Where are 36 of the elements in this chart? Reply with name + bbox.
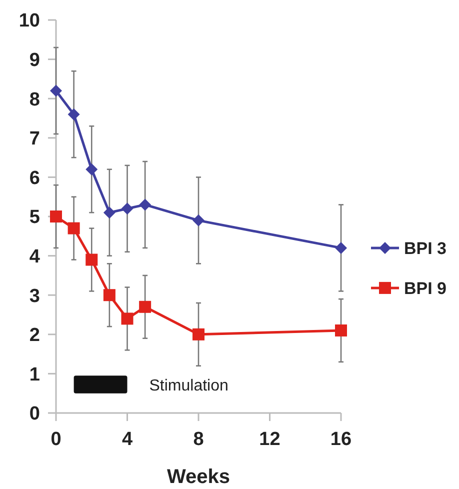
point — [121, 202, 134, 215]
point — [139, 300, 152, 313]
point — [50, 84, 62, 97]
x-tick-label: 16 — [330, 429, 352, 450]
point — [86, 254, 98, 266]
x-tick-label: 8 — [193, 429, 204, 450]
legend-label: BPI 3 — [404, 238, 447, 258]
x-tick-label: 0 — [50, 429, 62, 450]
x-tick-label: 4 — [122, 429, 133, 450]
point — [86, 163, 98, 176]
y-tick-label: 2 — [29, 325, 40, 346]
point — [68, 108, 80, 120]
point — [121, 312, 134, 325]
point — [192, 214, 204, 226]
y-tick-label: 4 — [29, 246, 40, 268]
y-tick-label: 0 — [29, 404, 40, 425]
legend-label: BPI 9 — [404, 278, 447, 298]
y-tick-label: 3 — [29, 286, 40, 307]
band-label: Stimulation — [149, 377, 228, 394]
y-tick-label: 5 — [29, 207, 40, 228]
y-tick-label: 7 — [29, 128, 40, 150]
point — [68, 222, 80, 234]
x-tick-label: 12 — [259, 429, 280, 450]
point — [50, 210, 62, 222]
point — [139, 198, 152, 211]
y-tick-label: 10 — [18, 10, 40, 32]
x-axis-title: Weeks — [166, 466, 230, 488]
point — [192, 328, 204, 340]
point — [335, 324, 347, 336]
point — [103, 206, 116, 219]
point — [103, 289, 116, 302]
y-tick-label: 9 — [29, 50, 40, 71]
y-tick-label: 8 — [29, 89, 40, 110]
y-tick-label: 1 — [29, 364, 40, 386]
y-tick-label: 6 — [29, 168, 40, 189]
point — [335, 242, 347, 254]
